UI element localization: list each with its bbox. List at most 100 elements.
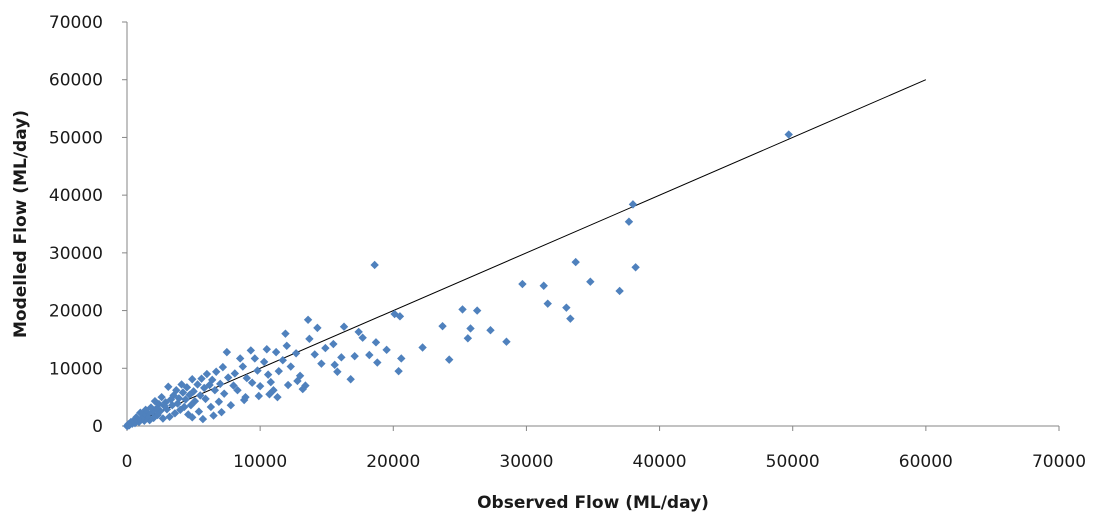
- data-point: [255, 381, 265, 391]
- data-point: [158, 414, 168, 423]
- data-point: [242, 373, 252, 383]
- data-point: [274, 366, 283, 376]
- data-point: [346, 375, 355, 384]
- data-point: [170, 409, 180, 418]
- data-point: [543, 299, 552, 308]
- data-point: [212, 367, 221, 376]
- y-tick-label: 40000: [49, 186, 103, 206]
- data-point: [214, 397, 224, 406]
- data-point: [197, 374, 206, 383]
- data-point: [194, 407, 204, 416]
- axes: [122, 21, 1060, 431]
- x-axis-title: Observed Flow (ML/day): [477, 493, 709, 513]
- data-point: [394, 366, 403, 376]
- data-point: [250, 354, 260, 363]
- x-tick-labels: 0 10000 20000 30000 40000 50000 60000 70000: [122, 452, 1086, 472]
- data-point: [281, 329, 290, 338]
- data-point: [566, 314, 575, 323]
- data-point: [259, 357, 269, 367]
- reference-line-group: [126, 79, 927, 427]
- data-point: [486, 325, 495, 335]
- data-point: [438, 321, 447, 331]
- data-point: [168, 401, 177, 410]
- x-tick-label: 10000: [233, 452, 287, 472]
- data-point: [238, 362, 248, 371]
- data-point: [217, 407, 226, 417]
- data-point: [373, 358, 382, 367]
- data-point: [310, 350, 319, 359]
- data-point: [126, 417, 136, 427]
- data-point: [164, 382, 173, 391]
- data-point: [196, 391, 205, 400]
- data-point: [571, 257, 580, 267]
- data-point: [628, 200, 638, 209]
- data-point: [176, 405, 185, 415]
- data-point: [329, 339, 338, 349]
- data-point: [254, 391, 264, 401]
- data-point: [397, 354, 406, 363]
- data-point: [615, 286, 624, 296]
- data-point: [124, 421, 134, 430]
- data-point: [273, 392, 282, 402]
- data-point: [226, 401, 236, 410]
- data-point: [181, 395, 190, 404]
- data-point: [198, 414, 208, 424]
- data-point: [472, 306, 482, 315]
- x-tick-label: 40000: [633, 452, 687, 472]
- data-point: [339, 322, 349, 331]
- data-point: [463, 334, 473, 343]
- data-point: [382, 345, 391, 355]
- data-point: [784, 130, 793, 139]
- data-point: [154, 399, 164, 409]
- data-point: [266, 377, 275, 387]
- data-point: [445, 355, 454, 364]
- x-tick-label: 60000: [899, 452, 953, 472]
- data-point: [263, 370, 273, 379]
- one-to-one-line: [126, 79, 927, 427]
- data-point: [188, 375, 197, 384]
- data-point: [354, 327, 363, 337]
- data-point: [246, 346, 256, 355]
- data-point: [330, 360, 339, 370]
- data-point: [298, 384, 307, 394]
- data-point: [539, 281, 548, 290]
- y-tick-label: 10000: [49, 359, 103, 379]
- data-point: [202, 369, 212, 379]
- data-point: [188, 413, 197, 422]
- x-tick-label: 70000: [1032, 452, 1086, 472]
- data-point: [303, 315, 313, 325]
- data-point: [286, 362, 295, 371]
- data-point: [282, 341, 291, 350]
- data-point: [218, 362, 228, 372]
- data-point: [223, 373, 233, 382]
- data-point: [200, 383, 209, 393]
- data-point: [185, 390, 194, 400]
- data-point: [624, 217, 634, 226]
- data-points: [122, 130, 793, 431]
- x-tick-label: 50000: [766, 452, 820, 472]
- data-point: [350, 351, 359, 361]
- data-point: [253, 366, 262, 375]
- data-point: [458, 305, 467, 314]
- data-point: [193, 380, 202, 389]
- x-tick-label: 0: [122, 452, 133, 472]
- data-point: [562, 303, 571, 312]
- data-point: [186, 401, 196, 410]
- data-point: [265, 390, 274, 399]
- data-point: [283, 380, 293, 390]
- data-point: [586, 277, 595, 286]
- data-point: [150, 396, 160, 406]
- data-point: [278, 356, 287, 365]
- data-point: [293, 376, 302, 386]
- data-point: [518, 279, 527, 289]
- data-point: [201, 394, 210, 404]
- data-point: [365, 350, 374, 360]
- y-tick-label: 70000: [49, 13, 103, 33]
- data-point: [235, 354, 245, 363]
- data-point: [502, 337, 511, 346]
- data-point: [233, 386, 242, 395]
- data-point: [271, 347, 281, 357]
- data-point: [209, 411, 218, 420]
